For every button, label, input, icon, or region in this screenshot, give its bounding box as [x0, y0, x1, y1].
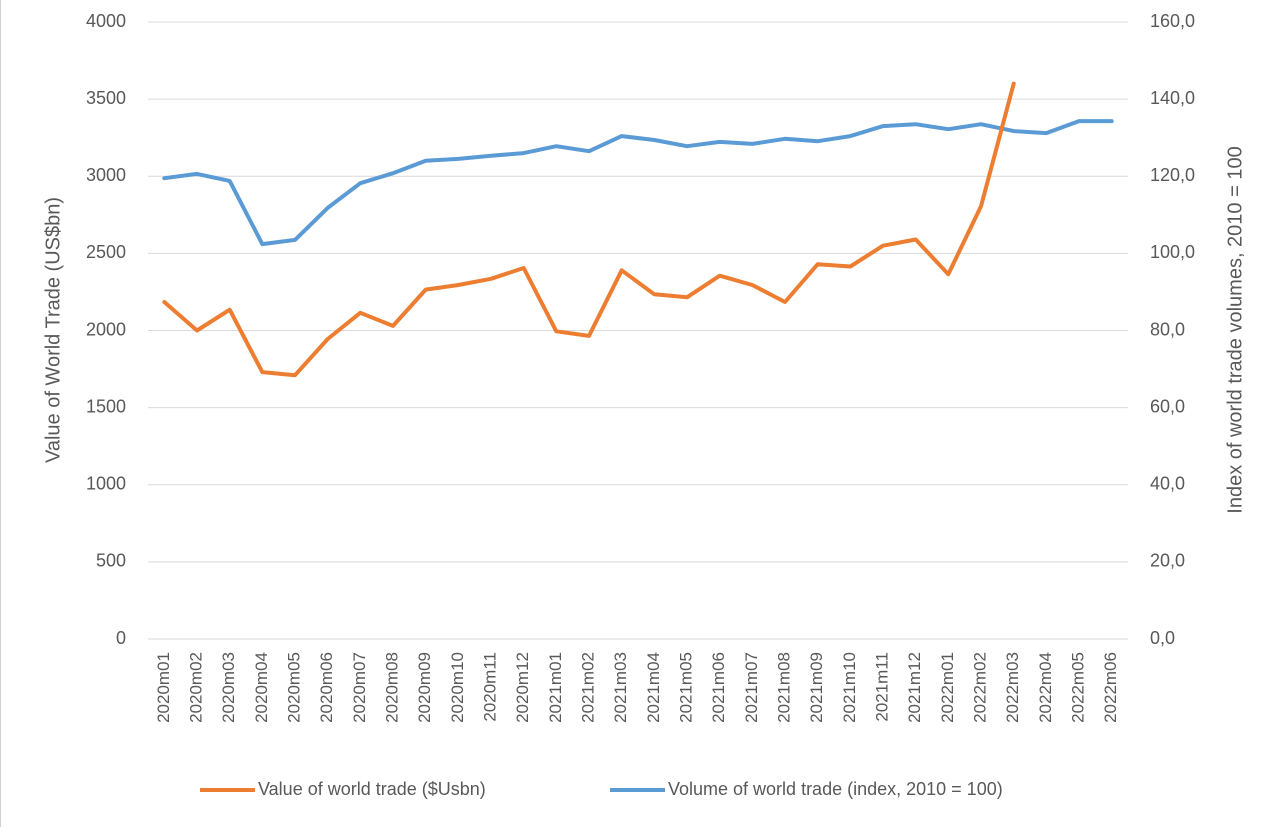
x-tick-label: 2021m09: [807, 652, 826, 723]
x-tick-label: 2020m01: [154, 652, 173, 723]
y-tick-label: 2500: [86, 242, 126, 262]
y2-tick-label: 100,0: [1150, 242, 1195, 262]
x-tick-label: 2021m12: [905, 652, 924, 723]
legend-label: Volume of world trade (index, 2010 = 100…: [668, 779, 1003, 799]
x-tick-label: 2020m12: [513, 652, 532, 723]
y-axis-title: Value of World Trade (US$bn): [42, 197, 64, 463]
x-tick-label: 2021m07: [742, 652, 761, 723]
x-tick-label: 2020m08: [382, 652, 401, 723]
x-tick-label: 2022m01: [938, 652, 957, 723]
y2-axis-title: Index of world trade volumes, 2010 = 100: [1224, 146, 1246, 513]
x-tick-label: 2022m06: [1101, 652, 1120, 723]
x-tick-label: 2020m03: [219, 652, 238, 723]
y2-tick-label: 20,0: [1150, 551, 1185, 571]
y-tick-label: 3500: [86, 88, 126, 108]
y2-tick-label: 60,0: [1150, 396, 1185, 416]
legend-label: Value of world trade ($Usbn): [258, 779, 486, 799]
y2-tick-label: 0,0: [1150, 628, 1175, 648]
x-tick-label: 2020m04: [252, 652, 271, 723]
y2-tick-label: 160,0: [1150, 11, 1195, 31]
y-tick-label: 500: [96, 551, 126, 571]
x-tick-label: 2021m06: [709, 652, 728, 723]
x-tick-label: 2021m08: [774, 652, 793, 723]
x-tick-label: 2020m02: [186, 652, 205, 723]
y-tick-label: 4000: [86, 11, 126, 31]
x-tick-label: 2021m05: [676, 652, 695, 723]
x-tick-label: 2021m04: [644, 652, 663, 723]
x-tick-label: 2022m04: [1036, 652, 1055, 723]
x-tick-label: 2022m02: [970, 652, 989, 723]
series-line: [162, 81, 1016, 378]
y2-tick-label: 140,0: [1150, 88, 1195, 108]
x-tick-label: 2021m11: [872, 652, 891, 722]
x-tick-label: 2020m10: [448, 652, 467, 723]
y-tick-label: 0: [116, 628, 126, 648]
x-tick-label: 2020m05: [284, 652, 303, 723]
y-tick-label: 3000: [86, 165, 126, 185]
x-tick-label: 2021m02: [578, 652, 597, 723]
x-tick-label: 2022m05: [1068, 652, 1087, 723]
y-tick-label: 1000: [86, 474, 126, 494]
y2-tick-label: 120,0: [1150, 165, 1195, 185]
x-tick-label: 2021m01: [546, 652, 565, 723]
x-tick-label: 2020m06: [317, 652, 336, 723]
y-tick-label: 1500: [86, 396, 126, 416]
x-tick-label: 2022m03: [1003, 652, 1022, 723]
y-tick-label: 2000: [86, 319, 126, 339]
y2-tick-label: 40,0: [1150, 474, 1185, 494]
series-line: [162, 119, 1114, 247]
x-tick-label: 2020m11: [480, 652, 499, 722]
x-tick-label: 2021m10: [840, 652, 859, 723]
x-tick-label: 2021m03: [611, 652, 630, 723]
x-tick-label: 2020m09: [415, 652, 434, 723]
x-tick-label: 2020m07: [350, 652, 369, 723]
y2-tick-label: 80,0: [1150, 319, 1185, 339]
